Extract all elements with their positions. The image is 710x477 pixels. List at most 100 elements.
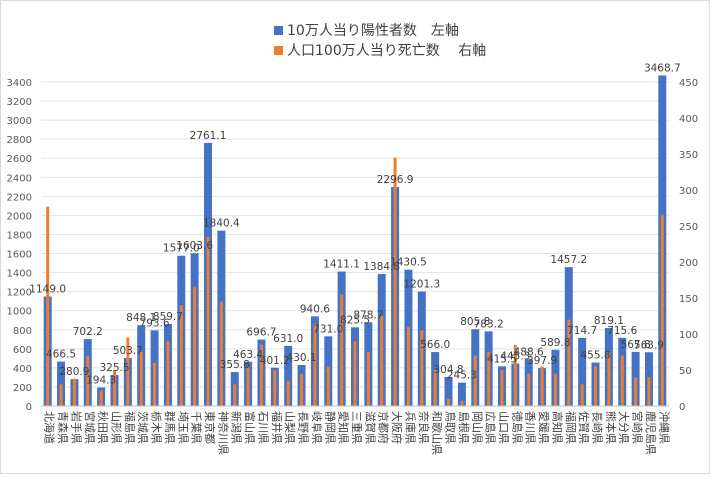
right-tick-label: 250 — [679, 222, 698, 233]
left-tick-label: 1000 — [7, 307, 32, 318]
death-bar — [567, 319, 571, 406]
category-label: 宮城県 — [83, 411, 97, 444]
category-label: 香川県 — [524, 411, 537, 444]
data-label: 1577.0 — [163, 243, 200, 255]
data-label: 2761.1 — [190, 130, 227, 142]
death-bar — [153, 362, 157, 406]
category-label: 栃木県 — [150, 411, 164, 444]
category-label: 広島県 — [484, 411, 498, 444]
death-bar — [286, 380, 290, 406]
data-label: 702.2 — [73, 326, 103, 338]
category-label: 千葉県 — [190, 411, 204, 444]
data-label: 1840.4 — [203, 218, 240, 230]
left-tick-label: 1400 — [7, 269, 32, 280]
left-tick-label: 3200 — [7, 97, 32, 108]
positive-bar — [284, 345, 293, 406]
data-label: 1457.2 — [550, 254, 587, 266]
legend: 10万人当り陽性者数 左軸 人口100万人当り死亡数 右軸 — [274, 23, 486, 59]
data-label: 783.2 — [474, 318, 504, 330]
data-label: 2296.9 — [377, 174, 414, 186]
death-bar — [259, 344, 263, 406]
left-tick-label: 2400 — [7, 173, 32, 184]
data-label: 463.4 — [233, 349, 263, 361]
category-label: 滋賀県 — [363, 411, 376, 444]
death-bar — [594, 366, 598, 406]
left-tick-label: 1200 — [7, 288, 32, 299]
data-label: 878.7 — [353, 309, 383, 321]
data-label: 1384.8 — [363, 261, 400, 273]
death-bar — [219, 301, 223, 406]
category-label: 愛媛県 — [537, 411, 551, 444]
category-label: 北海道 — [43, 411, 57, 444]
data-label: 731.0 — [313, 323, 343, 335]
data-label: 1430.5 — [390, 257, 427, 269]
category-label: 島根県 — [457, 411, 471, 444]
category-label: 福井県 — [270, 411, 284, 444]
category-label: 秋田県 — [96, 411, 110, 444]
death-bar — [179, 305, 183, 406]
bars — [43, 75, 667, 406]
death-bar — [300, 373, 304, 406]
left-tick-label: 200 — [13, 383, 32, 394]
category-label: 愛知県 — [337, 411, 351, 444]
data-label: 415.5 — [487, 353, 517, 365]
category-label: 長崎県 — [591, 411, 605, 444]
right-tick-label: 350 — [679, 150, 698, 161]
positive-bar — [57, 361, 66, 406]
death-bar — [553, 373, 557, 406]
positive-bar — [578, 337, 587, 406]
data-label: 1149.0 — [29, 284, 66, 296]
death-bar — [487, 352, 491, 406]
death-bar — [447, 398, 451, 406]
death-bar — [527, 373, 531, 406]
death-bar — [380, 316, 384, 406]
legend-swatch-positive — [274, 26, 283, 35]
right-tick-label: 200 — [679, 258, 698, 269]
data-label: 696.7 — [246, 327, 276, 339]
death-bar — [126, 337, 130, 406]
data-label: 194.3 — [86, 374, 116, 386]
data-label: 1411.1 — [323, 259, 360, 271]
left-tick-label: 2200 — [7, 192, 32, 203]
death-bar — [473, 355, 477, 406]
death-bar — [500, 370, 504, 406]
left-tick-label: 1600 — [7, 250, 32, 261]
right-axis-ticks: 0 50 100 150 200 250 300 350 400 450 — [679, 78, 698, 413]
death-bar — [433, 370, 437, 406]
death-bar — [233, 384, 237, 406]
legend-label-positive: 10万人当り陽性者数 左軸 — [287, 23, 459, 39]
data-label: 566.0 — [420, 339, 450, 351]
category-label: 群馬県 — [163, 411, 177, 444]
data-label: 1201.3 — [403, 279, 440, 291]
gridlines — [41, 81, 669, 388]
category-labels: 北海道 青森県 岩手県 宮城県 秋田県 山形県 福島県 茨城県 栃木県 群馬県 埼玉県 千葉県 東京都神… — [43, 411, 672, 455]
left-tick-label: 400 — [13, 364, 32, 375]
category-label: 熊本県 — [604, 411, 618, 444]
data-label: 940.6 — [300, 303, 330, 315]
left-tick-label: 1800 — [7, 230, 32, 241]
category-label: 岡山県 — [470, 411, 483, 444]
category-label: 静岡県 — [323, 411, 337, 444]
death-bar — [580, 384, 584, 406]
positive-bar — [444, 376, 453, 406]
data-label: 455.8 — [580, 350, 610, 362]
data-label: 3468.7 — [644, 62, 681, 74]
legend-label-deaths: 人口100万人当り死亡数 右軸 — [287, 43, 486, 59]
category-label: 大阪府 — [390, 411, 404, 444]
left-tick-label: 2000 — [7, 211, 32, 222]
death-bar — [340, 294, 344, 406]
death-bar — [139, 352, 143, 406]
category-label: 新潟県 — [230, 411, 244, 444]
right-tick-label: 0 — [679, 402, 685, 413]
data-label: 793.6 — [140, 317, 170, 329]
data-label: 466.5 — [46, 349, 76, 361]
category-label: 石川県 — [256, 411, 269, 444]
data-label: 825.5 — [340, 314, 370, 326]
death-bar — [406, 326, 410, 406]
category-label: 和歌山県 — [430, 411, 444, 455]
category-label: 長野県 — [297, 411, 310, 444]
category-label: 山口県 — [497, 411, 510, 444]
data-label: 805.8 — [460, 316, 490, 328]
